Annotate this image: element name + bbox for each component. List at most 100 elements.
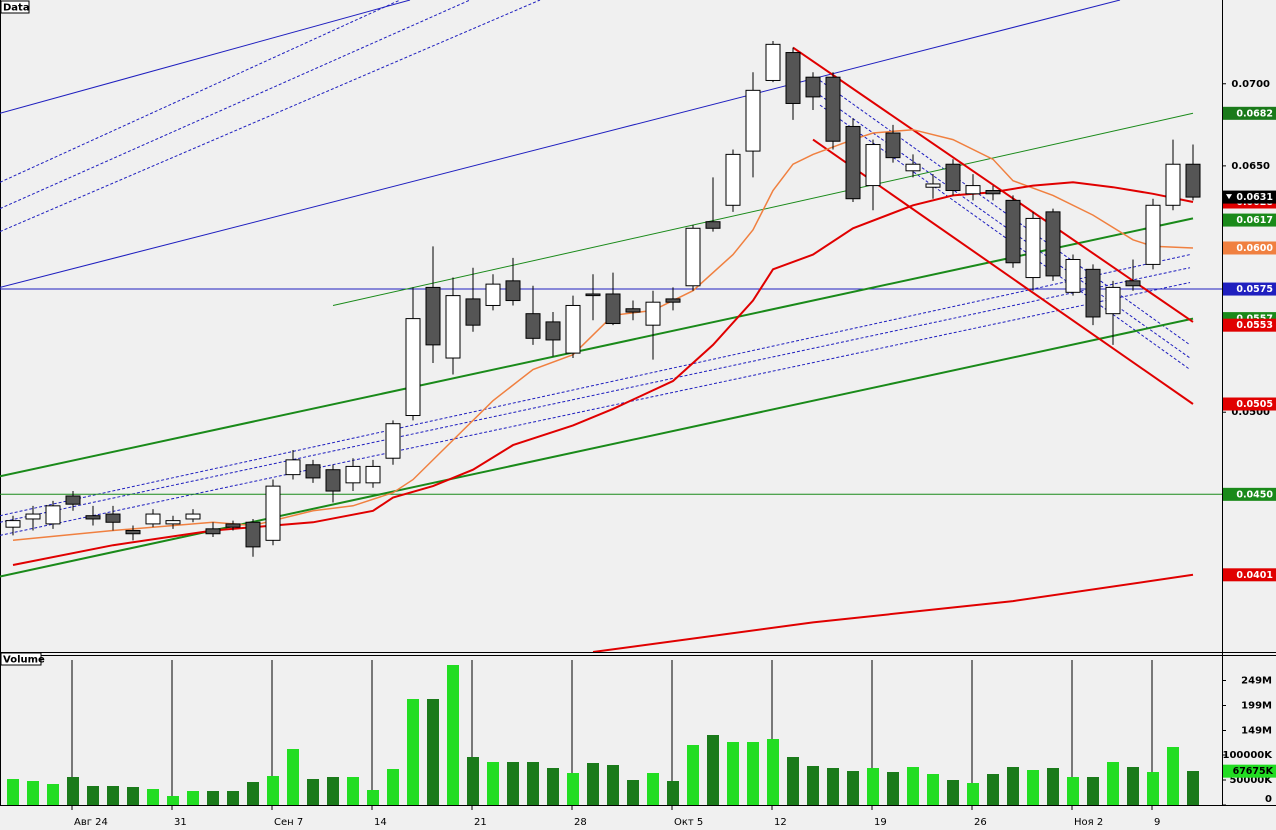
y-tick-label: 50000K [1229,775,1273,786]
volume-bar [247,782,259,805]
candle-body [905,163,921,172]
candle-body [1185,163,1201,198]
volume-bar [887,772,899,805]
overlay-line [792,46,1194,323]
y-tick-label: 100000K [1223,750,1274,761]
volume-bar [1187,771,1199,805]
candle-body [985,190,1001,195]
volume-bar [987,774,999,805]
x-tick-label: Сен 7 [274,817,303,828]
overlay-line [0,0,411,114]
y-tick-label: 249M [1241,676,1272,687]
candle-body [105,513,121,523]
candle-body [25,513,41,520]
price-tag-label: 0.0553 [1236,320,1273,331]
volume-bar [267,776,279,805]
volume-bar [487,762,499,805]
volume-bar [627,780,639,805]
candle-body [445,295,461,359]
volume-bar [967,783,979,805]
y-tick-label: 0 [1265,794,1272,805]
volume-bar [1027,770,1039,805]
price-pane [0,0,1222,652]
x-tick-label: 14 [374,817,387,828]
volume-bar [867,768,879,805]
volume-bar [747,742,759,805]
volume-bar [7,779,19,805]
price-tag [1223,568,1276,582]
candle-body [405,318,421,417]
overlay-line [592,573,1194,652]
volume-bar [1067,777,1079,805]
x-tick-label: 9 [1154,817,1160,828]
candle-body [205,528,221,535]
price-tag [1223,282,1276,296]
candle-body [85,515,101,520]
volume-bar [907,767,919,805]
volume-bar [647,773,659,805]
candle-body [285,459,301,476]
candle-body [505,280,521,302]
volume-bar [207,791,219,805]
price-tag [1223,190,1276,204]
volume-bar [607,765,619,805]
volume-bar [587,763,599,805]
candle-body [305,464,321,479]
x-tick-label: 12 [774,817,787,828]
price-tag-label: 0.0682 [1236,108,1273,119]
price-tag [1223,241,1276,255]
overlay-line [0,0,1121,288]
price-tag-label: 0.0631 [1236,192,1273,203]
volume-bar [127,787,139,805]
candle-body [925,183,941,188]
volume-bar [407,699,419,805]
volume-bar [147,789,159,805]
volume-bar [367,790,379,805]
volume-bar [807,766,819,805]
candle-body [365,465,381,484]
candle-body [265,485,281,541]
overlay-line [0,217,1194,478]
volume-bar [47,784,59,805]
x-tick-label: 19 [874,817,887,828]
price-tag-label: 0.0600 [1236,243,1273,254]
pane-title-box [0,652,42,666]
volume-bar [707,735,719,805]
volume-bar [327,777,339,805]
overlay-line [0,0,401,183]
candle-body [145,513,161,525]
volume-bar [727,742,739,805]
overlay-line [0,0,541,233]
candle-body [545,321,561,341]
volume-bar [1147,772,1159,805]
candle-body [825,76,841,142]
y-tick-label: 199M [1241,701,1272,712]
price-tag [1223,106,1276,120]
overlay-line [0,254,1191,517]
x-tick-label: 31 [174,817,187,828]
volume-bar [347,777,359,805]
candle-body [785,52,801,104]
price-tag [1223,397,1276,411]
candle-body [1105,286,1121,315]
candle-body [1085,268,1101,318]
overlay-line [12,128,1194,542]
volume-bar [827,768,839,805]
y-tick-label: 0.0700 [1231,79,1270,90]
overlay-line [819,80,1191,346]
candle-body [1125,280,1141,287]
volume-tag-label: 67675K [1233,766,1274,777]
price-tag [1223,318,1276,332]
x-tick-label: 21 [474,817,487,828]
volume-tag [1223,764,1276,778]
volume-bar [447,665,459,805]
candle-body [1005,199,1021,264]
volume-bar [767,739,779,805]
overlay-line [819,104,1191,370]
candle-body [165,520,181,525]
candle-body [1145,204,1161,265]
candle-body [625,308,641,313]
volume-bar [427,699,439,805]
x-tick-label: Ноя 2 [1074,817,1103,828]
candle-body [485,283,501,306]
